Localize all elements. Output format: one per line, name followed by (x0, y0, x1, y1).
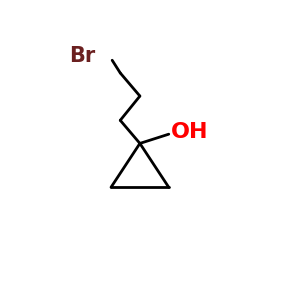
Text: Br: Br (69, 46, 96, 66)
Text: OH: OH (171, 122, 208, 142)
